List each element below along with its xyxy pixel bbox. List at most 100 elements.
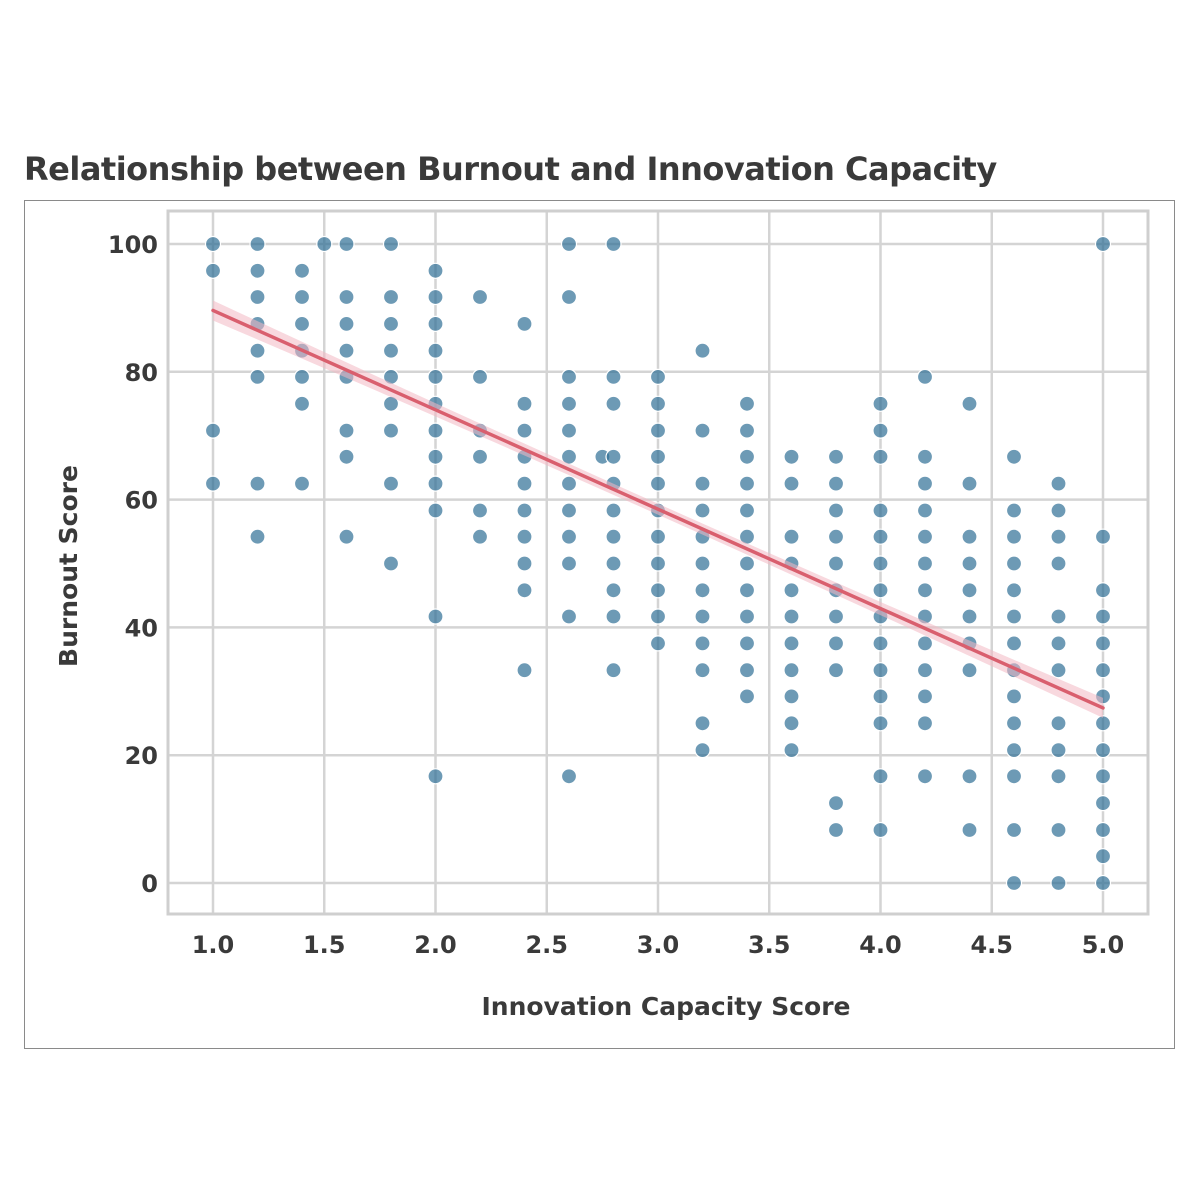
data-point	[961, 582, 978, 599]
data-point	[1005, 582, 1023, 599]
data-point	[204, 475, 222, 492]
data-point	[1094, 768, 1112, 785]
data-point	[916, 368, 934, 385]
data-point	[560, 768, 578, 785]
data-point	[649, 528, 667, 545]
data-point	[916, 555, 934, 572]
y-tick-label: 80	[125, 359, 158, 387]
data-point	[872, 582, 889, 599]
data-point	[249, 262, 266, 279]
x-tick-label: 4.5	[970, 931, 1013, 959]
data-point	[738, 395, 756, 412]
data-point	[204, 262, 222, 279]
data-point	[1094, 848, 1112, 865]
data-point	[1094, 715, 1112, 732]
data-point	[249, 528, 266, 545]
data-point	[872, 635, 889, 652]
data-points	[204, 235, 1112, 892]
data-point	[738, 582, 756, 599]
data-point	[427, 368, 444, 385]
data-point	[694, 741, 711, 759]
data-point	[1005, 448, 1023, 465]
data-point	[783, 475, 800, 492]
data-point	[783, 448, 800, 465]
data-point	[783, 688, 800, 705]
data-point	[961, 768, 978, 785]
data-point	[249, 235, 266, 253]
data-point	[872, 768, 889, 785]
data-point	[560, 288, 578, 306]
data-point	[872, 502, 889, 519]
data-point	[649, 368, 667, 385]
data-point	[916, 582, 934, 599]
data-point	[1005, 874, 1023, 892]
data-point	[1094, 794, 1112, 812]
data-point	[783, 528, 800, 545]
data-point	[471, 528, 489, 545]
data-point	[605, 368, 622, 385]
data-point	[1005, 635, 1023, 652]
data-point	[1094, 635, 1112, 652]
data-point	[916, 528, 934, 545]
data-point	[738, 448, 756, 465]
data-point	[872, 821, 889, 839]
data-point	[427, 342, 444, 359]
data-point	[560, 422, 578, 439]
data-point	[694, 582, 711, 599]
data-point	[649, 395, 667, 412]
data-point	[204, 235, 222, 253]
data-point	[516, 395, 533, 412]
data-point	[427, 315, 444, 332]
data-point	[872, 528, 889, 545]
data-point	[516, 582, 533, 599]
data-point	[694, 662, 711, 679]
x-tick-label: 2.0	[414, 931, 457, 959]
data-point	[738, 635, 756, 652]
data-point	[293, 315, 311, 332]
data-point	[961, 395, 978, 412]
data-point	[1050, 768, 1067, 785]
data-point	[783, 715, 800, 732]
data-point	[1050, 502, 1067, 519]
data-point	[560, 502, 578, 519]
chart-title: Relationship between Burnout and Innovat…	[24, 150, 997, 188]
chart-frame	[24, 200, 1175, 1049]
x-tick-label: 4.0	[859, 931, 902, 959]
data-point	[560, 528, 578, 545]
data-point	[783, 662, 800, 679]
data-point	[427, 288, 444, 306]
data-point	[516, 475, 533, 492]
x-tick-label: 1.5	[303, 931, 346, 959]
data-point	[694, 635, 711, 652]
data-point	[961, 528, 978, 545]
data-point	[649, 608, 667, 625]
data-point	[1050, 715, 1067, 732]
data-point	[516, 662, 533, 679]
data-point	[827, 528, 845, 545]
data-point	[427, 608, 444, 625]
data-point	[694, 608, 711, 625]
x-tick-label: 2.5	[525, 931, 568, 959]
data-point	[1094, 821, 1112, 839]
data-point	[827, 821, 845, 839]
data-point	[1094, 582, 1112, 599]
data-point	[827, 662, 845, 679]
y-axis-ticks: 0 20 40 60 80 100	[108, 231, 158, 898]
data-point	[516, 555, 533, 572]
data-point	[1005, 821, 1023, 839]
data-point	[382, 555, 400, 572]
data-point	[204, 422, 222, 439]
data-point	[471, 288, 489, 306]
data-point	[738, 502, 756, 519]
data-point	[471, 368, 489, 385]
data-point	[872, 555, 889, 572]
data-point	[382, 235, 400, 253]
data-point	[783, 741, 800, 759]
data-point	[516, 502, 533, 519]
data-point	[961, 821, 978, 839]
data-point	[560, 475, 578, 492]
y-tick-label: 0	[141, 870, 158, 898]
data-point	[427, 502, 444, 519]
data-point	[1094, 608, 1112, 625]
